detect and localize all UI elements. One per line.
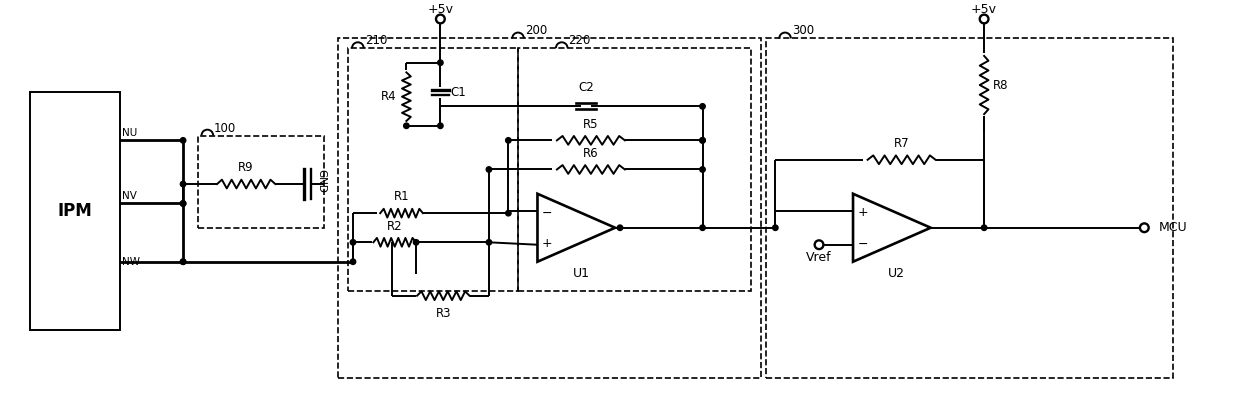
- Circle shape: [699, 167, 706, 172]
- Text: +5v: +5v: [971, 3, 997, 16]
- Circle shape: [506, 210, 511, 216]
- Circle shape: [180, 138, 186, 143]
- Circle shape: [486, 239, 491, 245]
- Bar: [765, 39, 1173, 378]
- Bar: [197, 136, 324, 228]
- Text: $-$: $-$: [857, 237, 868, 249]
- Text: R3: R3: [435, 308, 451, 320]
- Text: U1: U1: [573, 267, 590, 280]
- Circle shape: [404, 123, 409, 129]
- Circle shape: [699, 138, 706, 143]
- Text: NW: NW: [122, 257, 140, 267]
- Bar: [518, 48, 751, 291]
- Circle shape: [699, 104, 706, 109]
- Circle shape: [486, 167, 491, 172]
- Text: R5: R5: [583, 117, 599, 131]
- Circle shape: [506, 138, 511, 143]
- Text: NV: NV: [122, 191, 136, 201]
- Circle shape: [981, 225, 987, 230]
- Text: R7: R7: [894, 137, 909, 150]
- Text: 300: 300: [792, 24, 813, 37]
- Text: NU: NU: [122, 127, 138, 138]
- Text: MCU: MCU: [1159, 221, 1188, 234]
- Circle shape: [180, 201, 186, 206]
- Text: $+$: $+$: [857, 206, 868, 219]
- Text: 100: 100: [215, 122, 237, 134]
- Bar: [339, 39, 761, 378]
- Text: 210: 210: [365, 34, 387, 47]
- Circle shape: [699, 138, 706, 143]
- Text: +5v: +5v: [428, 3, 454, 16]
- Text: GND: GND: [316, 169, 326, 193]
- Text: C1: C1: [450, 86, 466, 99]
- Text: R1: R1: [394, 190, 409, 203]
- Bar: [348, 48, 518, 291]
- Text: R9: R9: [238, 161, 254, 174]
- Text: $-$: $-$: [542, 206, 553, 219]
- Text: R8: R8: [993, 78, 1008, 92]
- Circle shape: [773, 225, 777, 230]
- Circle shape: [180, 259, 186, 264]
- Circle shape: [618, 225, 622, 230]
- Text: 220: 220: [568, 34, 591, 47]
- Text: 200: 200: [525, 24, 547, 37]
- Text: IPM: IPM: [57, 202, 92, 220]
- Text: R2: R2: [387, 220, 403, 232]
- Bar: [30, 92, 120, 330]
- Circle shape: [350, 239, 356, 245]
- Circle shape: [438, 123, 443, 129]
- Text: $+$: $+$: [542, 237, 553, 249]
- Circle shape: [180, 181, 186, 187]
- Circle shape: [699, 225, 706, 230]
- Circle shape: [438, 60, 443, 66]
- Text: R4: R4: [381, 90, 397, 103]
- Circle shape: [350, 259, 356, 264]
- Text: U2: U2: [888, 267, 905, 280]
- Text: C2: C2: [578, 81, 594, 94]
- Circle shape: [180, 201, 186, 206]
- Text: R6: R6: [583, 147, 599, 160]
- Circle shape: [180, 259, 186, 264]
- Circle shape: [413, 239, 419, 245]
- Text: Vref: Vref: [806, 251, 832, 264]
